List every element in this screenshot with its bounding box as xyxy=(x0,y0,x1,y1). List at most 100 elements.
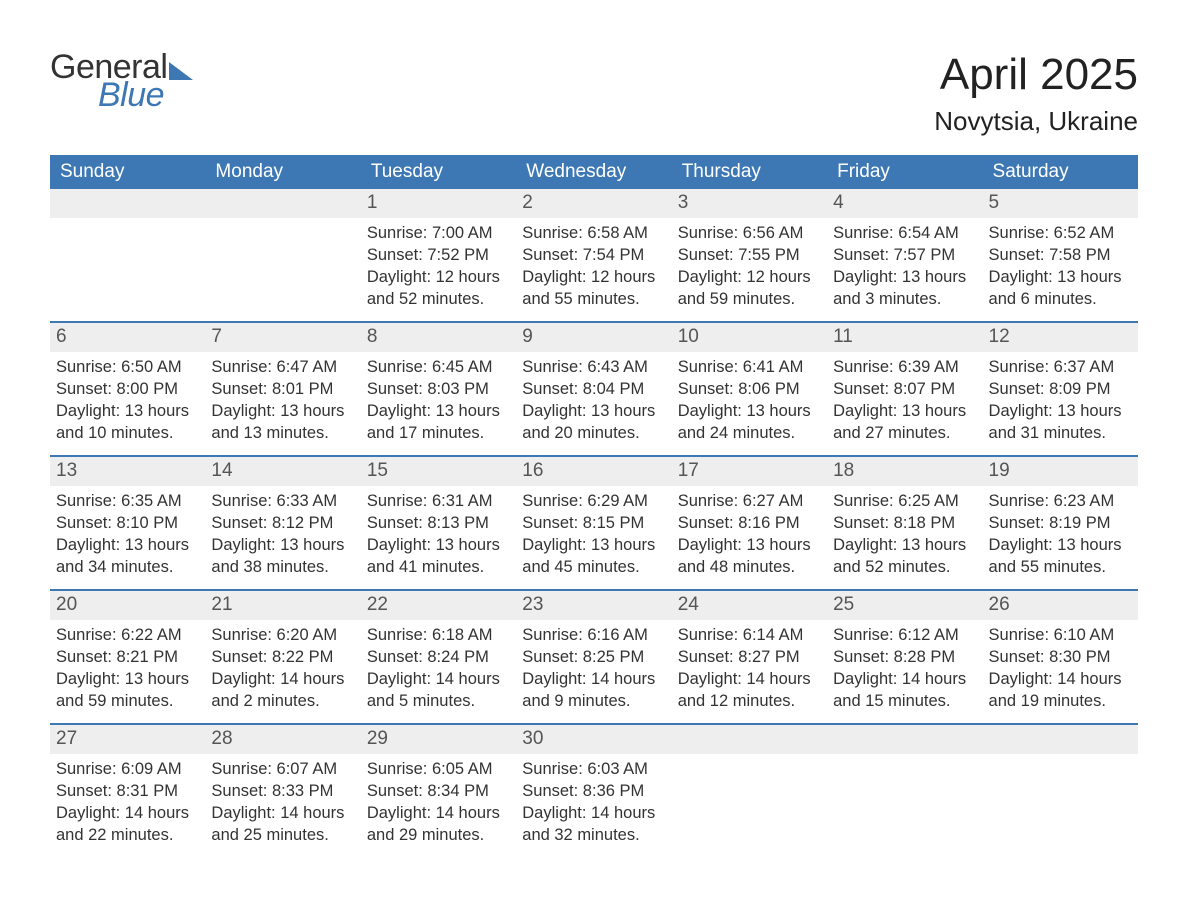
day-number: 13 xyxy=(50,457,205,486)
day-body: Sunrise: 6:16 AMSunset: 8:25 PMDaylight:… xyxy=(516,620,671,719)
day-number: 17 xyxy=(672,457,827,486)
sunrise-text: Sunrise: 6:07 AM xyxy=(211,758,354,780)
sunrise-text: Sunrise: 6:58 AM xyxy=(522,222,665,244)
sunrise-text: Sunrise: 6:03 AM xyxy=(522,758,665,780)
day-body: Sunrise: 6:29 AMSunset: 8:15 PMDaylight:… xyxy=(516,486,671,585)
sunrise-text: Sunrise: 7:00 AM xyxy=(367,222,510,244)
calendar-day-cell xyxy=(983,724,1138,857)
calendar-day-cell xyxy=(672,724,827,857)
day-number: 4 xyxy=(827,189,982,218)
sunrise-text: Sunrise: 6:33 AM xyxy=(211,490,354,512)
calendar-day-cell xyxy=(205,189,360,322)
day-number: 10 xyxy=(672,323,827,352)
daylight-text: Daylight: 12 hours and 52 minutes. xyxy=(367,266,510,311)
daylight-text: Daylight: 13 hours and 52 minutes. xyxy=(833,534,976,579)
daylight-text: Daylight: 13 hours and 41 minutes. xyxy=(367,534,510,579)
daylight-text: Daylight: 14 hours and 29 minutes. xyxy=(367,802,510,847)
day-number: 6 xyxy=(50,323,205,352)
calendar-day-cell: 20Sunrise: 6:22 AMSunset: 8:21 PMDayligh… xyxy=(50,590,205,724)
day-body: Sunrise: 6:31 AMSunset: 8:13 PMDaylight:… xyxy=(361,486,516,585)
calendar-day-cell xyxy=(50,189,205,322)
day-number: 20 xyxy=(50,591,205,620)
day-number: 25 xyxy=(827,591,982,620)
day-body: Sunrise: 6:18 AMSunset: 8:24 PMDaylight:… xyxy=(361,620,516,719)
sunrise-text: Sunrise: 6:52 AM xyxy=(989,222,1132,244)
day-body: Sunrise: 6:10 AMSunset: 8:30 PMDaylight:… xyxy=(983,620,1138,719)
calendar-day-cell: 25Sunrise: 6:12 AMSunset: 8:28 PMDayligh… xyxy=(827,590,982,724)
calendar-day-cell: 11Sunrise: 6:39 AMSunset: 8:07 PMDayligh… xyxy=(827,322,982,456)
day-number: 11 xyxy=(827,323,982,352)
sunrise-text: Sunrise: 6:09 AM xyxy=(56,758,199,780)
sunset-text: Sunset: 7:52 PM xyxy=(367,244,510,266)
sunset-text: Sunset: 8:33 PM xyxy=(211,780,354,802)
sunrise-text: Sunrise: 6:22 AM xyxy=(56,624,199,646)
calendar-day-cell: 4Sunrise: 6:54 AMSunset: 7:57 PMDaylight… xyxy=(827,189,982,322)
day-number: 23 xyxy=(516,591,671,620)
day-body: Sunrise: 6:20 AMSunset: 8:22 PMDaylight:… xyxy=(205,620,360,719)
day-number: 12 xyxy=(983,323,1138,352)
day-number xyxy=(50,189,205,218)
day-number xyxy=(205,189,360,218)
sunset-text: Sunset: 8:28 PM xyxy=(833,646,976,668)
title-location: Novytsia, Ukraine xyxy=(934,106,1138,137)
day-number: 19 xyxy=(983,457,1138,486)
daylight-text: Daylight: 13 hours and 13 minutes. xyxy=(211,400,354,445)
title-block: April 2025 Novytsia, Ukraine xyxy=(934,50,1138,137)
calendar-day-cell: 12Sunrise: 6:37 AMSunset: 8:09 PMDayligh… xyxy=(983,322,1138,456)
calendar-day-cell: 16Sunrise: 6:29 AMSunset: 8:15 PMDayligh… xyxy=(516,456,671,590)
daylight-text: Daylight: 13 hours and 38 minutes. xyxy=(211,534,354,579)
daylight-text: Daylight: 13 hours and 20 minutes. xyxy=(522,400,665,445)
sunset-text: Sunset: 8:19 PM xyxy=(989,512,1132,534)
daylight-text: Daylight: 13 hours and 3 minutes. xyxy=(833,266,976,311)
sunset-text: Sunset: 7:55 PM xyxy=(678,244,821,266)
day-number: 5 xyxy=(983,189,1138,218)
sunset-text: Sunset: 8:18 PM xyxy=(833,512,976,534)
weekday-header: Tuesday xyxy=(361,155,516,189)
sunrise-text: Sunrise: 6:41 AM xyxy=(678,356,821,378)
day-number: 3 xyxy=(672,189,827,218)
day-number: 1 xyxy=(361,189,516,218)
calendar-day-cell: 13Sunrise: 6:35 AMSunset: 8:10 PMDayligh… xyxy=(50,456,205,590)
sunrise-text: Sunrise: 6:23 AM xyxy=(989,490,1132,512)
sunset-text: Sunset: 8:12 PM xyxy=(211,512,354,534)
calendar-day-cell: 8Sunrise: 6:45 AMSunset: 8:03 PMDaylight… xyxy=(361,322,516,456)
sunrise-text: Sunrise: 6:29 AM xyxy=(522,490,665,512)
day-body: Sunrise: 6:09 AMSunset: 8:31 PMDaylight:… xyxy=(50,754,205,853)
day-number: 26 xyxy=(983,591,1138,620)
daylight-text: Daylight: 13 hours and 10 minutes. xyxy=(56,400,199,445)
calendar-day-cell: 28Sunrise: 6:07 AMSunset: 8:33 PMDayligh… xyxy=(205,724,360,857)
sunrise-text: Sunrise: 6:39 AM xyxy=(833,356,976,378)
weekday-header: Saturday xyxy=(983,155,1138,189)
sunset-text: Sunset: 7:58 PM xyxy=(989,244,1132,266)
day-body: Sunrise: 6:12 AMSunset: 8:28 PMDaylight:… xyxy=(827,620,982,719)
sunrise-text: Sunrise: 6:50 AM xyxy=(56,356,199,378)
day-body: Sunrise: 6:07 AMSunset: 8:33 PMDaylight:… xyxy=(205,754,360,853)
sunset-text: Sunset: 8:03 PM xyxy=(367,378,510,400)
calendar-day-cell: 30Sunrise: 6:03 AMSunset: 8:36 PMDayligh… xyxy=(516,724,671,857)
daylight-text: Daylight: 14 hours and 32 minutes. xyxy=(522,802,665,847)
calendar-day-cell: 29Sunrise: 6:05 AMSunset: 8:34 PMDayligh… xyxy=(361,724,516,857)
day-body: Sunrise: 6:33 AMSunset: 8:12 PMDaylight:… xyxy=(205,486,360,585)
day-body: Sunrise: 6:58 AMSunset: 7:54 PMDaylight:… xyxy=(516,218,671,317)
calendar-day-cell: 15Sunrise: 6:31 AMSunset: 8:13 PMDayligh… xyxy=(361,456,516,590)
sunrise-text: Sunrise: 6:37 AM xyxy=(989,356,1132,378)
sunset-text: Sunset: 8:31 PM xyxy=(56,780,199,802)
sunset-text: Sunset: 8:06 PM xyxy=(678,378,821,400)
daylight-text: Daylight: 13 hours and 48 minutes. xyxy=(678,534,821,579)
calendar-day-cell: 18Sunrise: 6:25 AMSunset: 8:18 PMDayligh… xyxy=(827,456,982,590)
sunrise-text: Sunrise: 6:16 AM xyxy=(522,624,665,646)
daylight-text: Daylight: 13 hours and 31 minutes. xyxy=(989,400,1132,445)
logo: General Blue xyxy=(50,50,193,112)
daylight-text: Daylight: 14 hours and 12 minutes. xyxy=(678,668,821,713)
day-number xyxy=(827,725,982,754)
day-number: 30 xyxy=(516,725,671,754)
day-number: 18 xyxy=(827,457,982,486)
weekday-header: Thursday xyxy=(672,155,827,189)
sunrise-text: Sunrise: 6:20 AM xyxy=(211,624,354,646)
day-number: 7 xyxy=(205,323,360,352)
day-number xyxy=(672,725,827,754)
sunset-text: Sunset: 8:01 PM xyxy=(211,378,354,400)
sunset-text: Sunset: 8:15 PM xyxy=(522,512,665,534)
day-number: 14 xyxy=(205,457,360,486)
calendar-day-cell: 1 Sunrise: 7:00 AMSunset: 7:52 PMDaylight… xyxy=(361,189,516,322)
